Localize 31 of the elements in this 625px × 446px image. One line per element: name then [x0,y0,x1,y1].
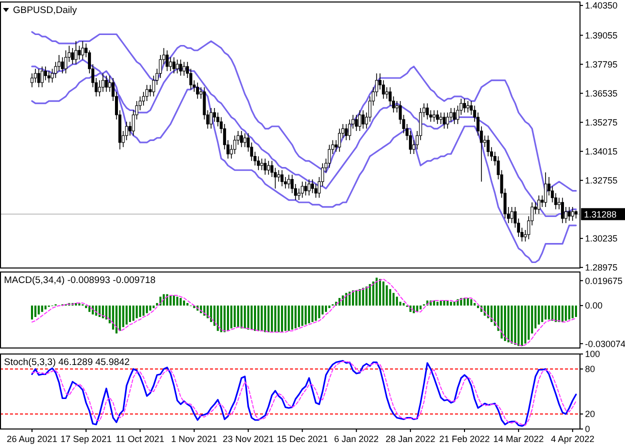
y-tick-label: 100 [585,349,600,360]
y-tick-label: 0 [585,424,590,434]
y-tick-label: 1.36535 [585,88,618,98]
ref-line-label: 1.31288 [584,209,617,220]
x-tick-label: 26 Aug 2021 [6,434,58,444]
chart-title: MACD(5,34,4) -0.008993 -0.009718 [4,275,156,286]
x-tick-label: 14 Mar 2022 [493,434,544,444]
y-tick-label: 1.34015 [585,146,618,156]
y-tick-label: 1.28975 [585,262,618,273]
x-tick-label: 23 Nov 2021 [222,434,274,444]
x-tick-label: 17 Sep 2021 [60,434,112,444]
chart-title: GBPUSD,Daily [13,5,78,16]
y-tick-label: 0.019675 [585,276,623,286]
y-tick-label: 0.00 [585,300,603,311]
x-tick-label: 4 Apr 2022 [550,434,594,444]
y-tick-label: -0.030074 [585,338,625,349]
y-tick-label: 1.37795 [585,59,618,70]
y-tick-label: 80 [585,364,596,374]
x-tick-label: 21 Feb 2022 [439,434,490,444]
x-tick-label: 6 Jan 2022 [334,434,379,444]
y-tick-label: 1.35275 [585,117,618,128]
y-tick-label: 1.39055 [585,30,618,40]
x-tick-label: 1 Nov 2021 [171,434,218,444]
x-tick-label: 11 Oct 2021 [116,434,164,444]
x-tick-label: 28 Jan 2022 [386,434,436,444]
y-tick-label: 20 [585,409,596,420]
y-tick-label: 1.30235 [585,234,618,244]
y-tick-label: 1.32755 [585,176,618,186]
x-tick-label: 15 Dec 2021 [276,434,328,444]
y-tick-label: 1.40350 [585,0,618,11]
chart-title: Stoch(5,3,3) 46.1289 45.9842 [4,357,130,368]
